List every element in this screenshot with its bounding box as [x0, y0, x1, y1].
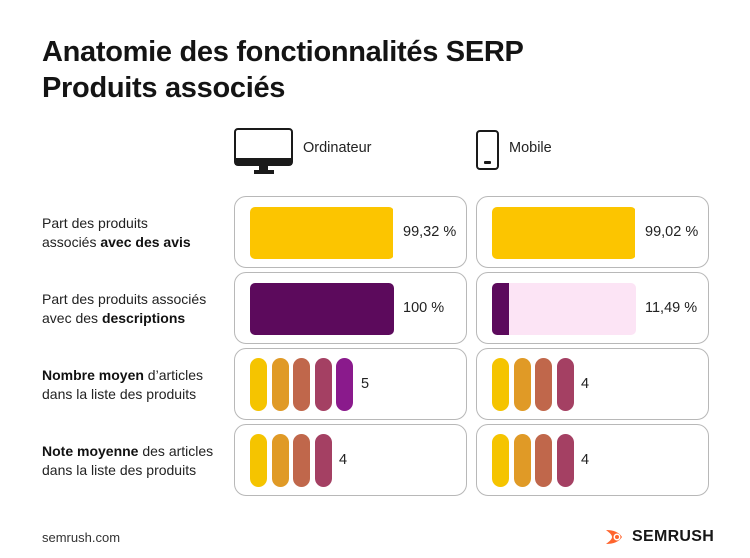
bar-track-light [492, 283, 636, 335]
count-pill [556, 434, 574, 487]
value-desktop-descriptions: 100 % [403, 300, 445, 316]
card-desktop-avg-items: 5 [234, 348, 467, 420]
value-desktop-avg-rating: 4 [339, 452, 348, 468]
semrush-logo: SEMRUSH [604, 527, 714, 547]
count-pill [535, 434, 552, 487]
card-desktop-reviews: 99,32 % [234, 196, 467, 268]
card-desktop-descriptions: 100 % [234, 272, 467, 344]
value-mobile-descriptions: 11,49 % [645, 300, 698, 316]
count-pill [293, 358, 310, 411]
count-pill [314, 434, 332, 487]
brand-name: SEMRUSH [632, 528, 715, 545]
value-desktop-reviews: 99,32 % [403, 224, 457, 240]
bar-track [492, 207, 636, 259]
page-title: Anatomie des fonctionnalités SERP Produi… [42, 34, 524, 106]
count-pill [535, 358, 552, 411]
value-mobile-avg-items: 4 [581, 376, 590, 392]
bar-track [250, 283, 394, 335]
desktop-monitor-icon [234, 128, 293, 174]
value-mobile-avg-rating: 4 [581, 452, 590, 468]
row-label-descriptions: Part des produits associés avec des desc… [42, 291, 207, 326]
bar-track [250, 207, 394, 259]
mobile-phone-icon [476, 130, 499, 170]
bar-desktop-descriptions [250, 283, 394, 335]
footer-site: semrush.com [42, 530, 121, 545]
card-mobile-avg-items: 4 [476, 348, 709, 420]
count-pill [314, 358, 332, 411]
count-pill [513, 434, 531, 487]
value-mobile-reviews: 99,02 % [645, 224, 699, 240]
row-label-avg-items: Nombre moyen d’articles dans la liste de… [42, 367, 204, 402]
count-pill [271, 358, 289, 411]
count-pill [492, 358, 509, 411]
card-mobile-descriptions: 11,49 % [476, 272, 709, 344]
count-pill [293, 434, 310, 487]
bar-mobile-descriptions [492, 283, 509, 335]
card-mobile-avg-rating: 4 [476, 424, 709, 496]
count-pill [271, 434, 289, 487]
bar-desktop-reviews [250, 207, 394, 259]
count-pill [336, 358, 353, 411]
row-label-reviews: Part des produits associés avec des avis [42, 215, 191, 250]
title-line-2: Produits associés [42, 72, 286, 104]
device-label-mobile: Mobile [509, 140, 552, 156]
semrush-flame-icon [606, 530, 622, 544]
count-pill [492, 434, 509, 487]
card-desktop-avg-rating: 4 [234, 424, 467, 496]
count-pill [513, 358, 531, 411]
title-line-1: Anatomie des fonctionnalités SERP [42, 36, 524, 68]
device-label-desktop: Ordinateur [303, 140, 372, 156]
count-pill [250, 358, 267, 411]
count-pill [556, 358, 574, 411]
row-label-avg-rating: Note moyenne des articles dans la liste … [42, 443, 214, 478]
bar-mobile-reviews [492, 207, 635, 259]
count-pill [250, 434, 267, 487]
card-mobile-reviews: 99,02 % [476, 196, 709, 268]
value-desktop-avg-items: 5 [361, 376, 370, 392]
